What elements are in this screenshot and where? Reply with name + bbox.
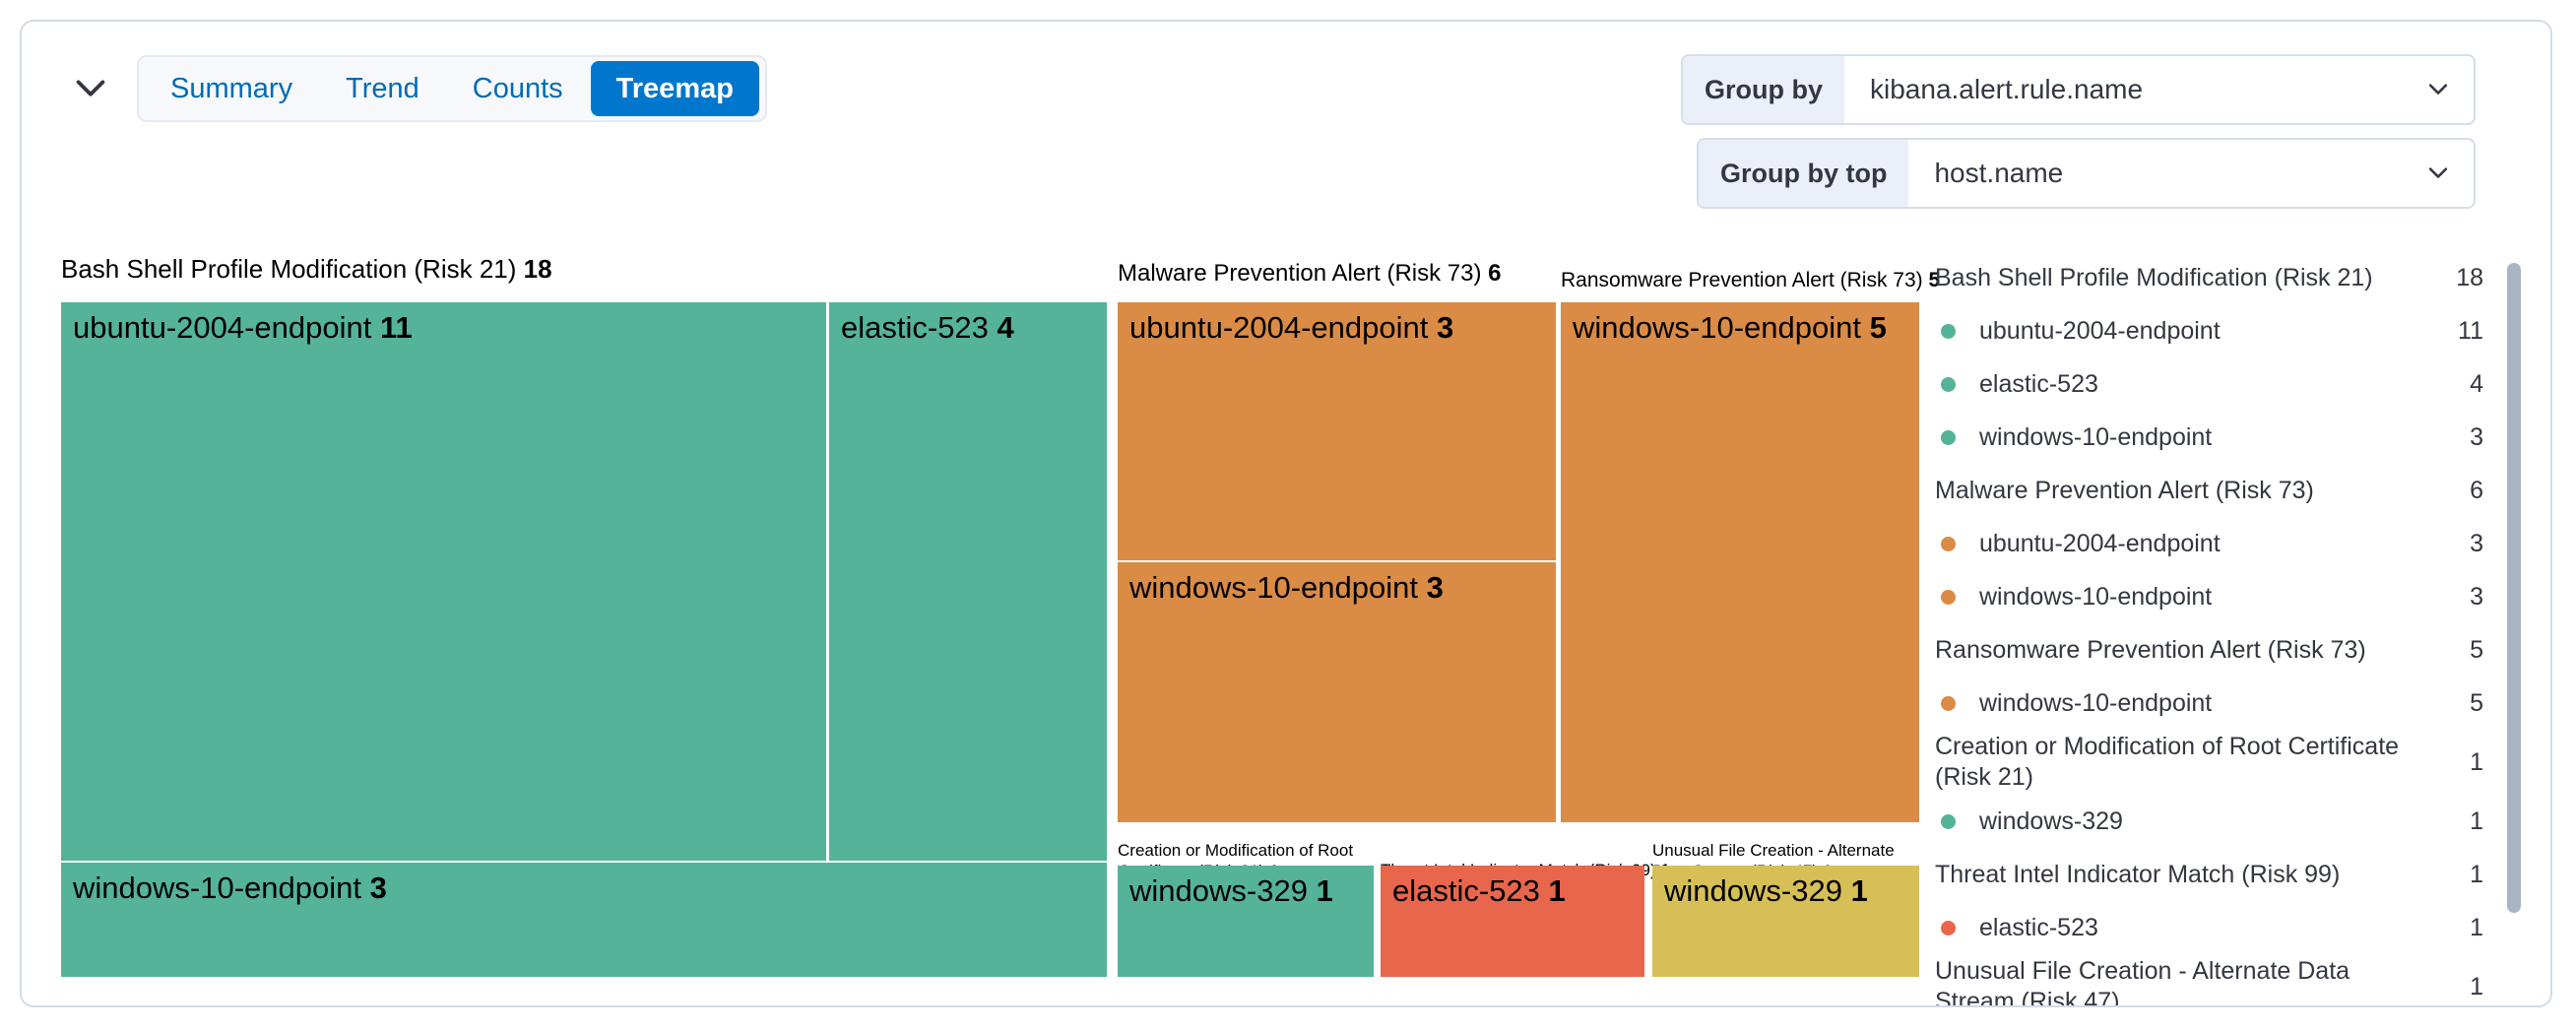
legend-rule-label: Malware Prevention Alert (Risk 73) — [1935, 476, 2314, 504]
legend-dot-icon — [1941, 920, 1956, 935]
legend-scrollbar-thumb[interactable] — [2507, 263, 2521, 913]
legend-host-count: 1 — [2470, 806, 2483, 835]
treemap-cell-malware-windows[interactable]: windows-10-endpoint 3 — [1118, 562, 1556, 822]
legend-rule-row[interactable]: Bash Shell Profile Modification (Risk 21… — [1935, 251, 2483, 304]
legend-rule-count: 5 — [2470, 635, 2483, 664]
legend-rule-count: 1 — [2470, 972, 2483, 1000]
legend-dot-icon — [1941, 429, 1956, 445]
tab-summary[interactable]: Summary — [145, 61, 318, 116]
legend-host-row[interactable]: windows-329 1 — [1935, 795, 2483, 848]
treemap-cell-bash-elastic[interactable]: elastic-523 4 — [829, 302, 1107, 861]
legend-dot-icon — [1941, 695, 1956, 711]
legend-host-count: 11 — [2458, 316, 2483, 345]
legend-rule-row[interactable]: Threat Intel Indicator Match (Risk 99) 1 — [1935, 848, 2483, 901]
legend-rule-count: 1 — [2470, 860, 2483, 888]
treemap-legend: Bash Shell Profile Modification (Risk 21… — [1935, 251, 2483, 1007]
legend-host-label: windows-329 — [1979, 806, 2123, 835]
treemap-cell-bash-windows[interactable]: windows-10-endpoint 3 — [61, 863, 1107, 977]
legend-host-label: windows-10-endpoint — [1979, 688, 2213, 717]
legend-host-row[interactable]: windows-10-endpoint 3 — [1935, 411, 2483, 464]
view-tab-group: Summary Trend Counts Treemap — [137, 55, 767, 122]
treemap-cell-unusual-windows329[interactable]: windows-329 1 — [1652, 866, 1919, 977]
legend-host-label: elastic-523 — [1979, 913, 2098, 941]
chevron-down-icon — [2424, 56, 2474, 123]
alerts-treemap-panel: Summary Trend Counts Treemap Group by ki… — [20, 20, 2552, 1007]
legend-host-count: 1 — [2470, 913, 2483, 941]
group-by-value: kibana.alert.rule.name — [1870, 74, 2144, 104]
legend-rule-label: Threat Intel Indicator Match (Risk 99) — [1935, 860, 2341, 888]
legend-host-row[interactable]: windows-10-endpoint 3 — [1935, 570, 2483, 623]
legend-rule-label: Bash Shell Profile Modification (Risk 21… — [1935, 263, 2373, 291]
legend-host-count: 5 — [2470, 688, 2483, 717]
legend-host-label: ubuntu-2004-endpoint — [1979, 529, 2221, 557]
treemap-cell-bash-ubuntu[interactable]: ubuntu-2004-endpoint 11 — [61, 302, 826, 861]
legend-host-count: 4 — [2470, 369, 2483, 398]
legend-host-count: 3 — [2470, 529, 2483, 557]
legend-dot-icon — [1941, 536, 1956, 551]
legend-host-label: elastic-523 — [1979, 369, 2098, 398]
group-by-label: Group by — [1683, 56, 1844, 123]
group-by-top-label: Group by top — [1699, 140, 1909, 207]
group-by-top-select[interactable]: Group by top host.name — [1697, 138, 2476, 209]
legend-host-count: 3 — [2470, 422, 2483, 451]
legend-host-row[interactable]: elastic-523 1 — [1935, 901, 2483, 954]
legend-dot-icon — [1941, 323, 1956, 339]
treemap-cell-malware-ubuntu[interactable]: ubuntu-2004-endpoint 3 — [1118, 302, 1556, 560]
treemap-cell-ransomware-windows[interactable]: windows-10-endpoint 5 — [1561, 302, 1919, 822]
legend-host-row[interactable]: ubuntu-2004-endpoint 3 — [1935, 517, 2483, 570]
legend-dot-icon — [1941, 813, 1956, 829]
treemap-group-title: Ransomware Prevention Alert (Risk 73) 5 — [1561, 269, 1941, 291]
legend-host-row[interactable]: ubuntu-2004-endpoint 11 — [1935, 304, 2483, 357]
legend-rule-count: 1 — [2470, 747, 2483, 776]
chevron-down-icon — [73, 70, 108, 108]
group-by-top-value: host.name — [1934, 158, 2064, 188]
legend-host-label: windows-10-endpoint — [1979, 582, 2213, 611]
legend-rule-row[interactable]: Ransomware Prevention Alert (Risk 73) 5 — [1935, 623, 2483, 677]
legend-rule-row[interactable]: Unusual File Creation - Alternate Data S… — [1935, 954, 2483, 1007]
legend-rule-row[interactable]: Malware Prevention Alert (Risk 73) 6 — [1935, 464, 2483, 517]
legend-rule-label: Creation or Modification of Root Certifi… — [1935, 733, 2400, 791]
treemap-cell-rootcert-windows329[interactable]: windows-329 1 — [1118, 866, 1374, 977]
chevron-down-icon — [2424, 140, 2474, 207]
legend-rule-row[interactable]: Creation or Modification of Root Certifi… — [1935, 730, 2483, 795]
legend-host-label: ubuntu-2004-endpoint — [1979, 316, 2221, 345]
legend-dot-icon — [1941, 376, 1956, 392]
collapse-panel-button[interactable] — [67, 67, 114, 110]
legend-rule-count: 6 — [2470, 476, 2483, 504]
legend-rule-count: 18 — [2456, 263, 2483, 291]
legend-host-count: 3 — [2470, 582, 2483, 611]
legend-dot-icon — [1941, 589, 1956, 605]
legend-rule-label: Ransomware Prevention Alert (Risk 73) — [1935, 635, 2366, 664]
legend-host-label: windows-10-endpoint — [1979, 422, 2213, 451]
legend-rule-label: Unusual File Creation - Alternate Data S… — [1935, 957, 2351, 1007]
treemap-cell-threatintel-elastic[interactable]: elastic-523 1 — [1381, 866, 1644, 977]
tab-treemap[interactable]: Treemap — [590, 61, 759, 116]
treemap-group-title: Malware Prevention Alert (Risk 73) 6 — [1118, 260, 1502, 287]
tab-counts[interactable]: Counts — [447, 61, 589, 116]
legend-host-row[interactable]: elastic-523 4 — [1935, 357, 2483, 411]
treemap-group-title: Bash Shell Profile Modification (Risk 21… — [61, 254, 552, 284]
group-by-select[interactable]: Group by kibana.alert.rule.name — [1681, 54, 2476, 125]
tab-trend[interactable]: Trend — [320, 61, 445, 116]
legend-host-row[interactable]: windows-10-endpoint 5 — [1935, 677, 2483, 730]
